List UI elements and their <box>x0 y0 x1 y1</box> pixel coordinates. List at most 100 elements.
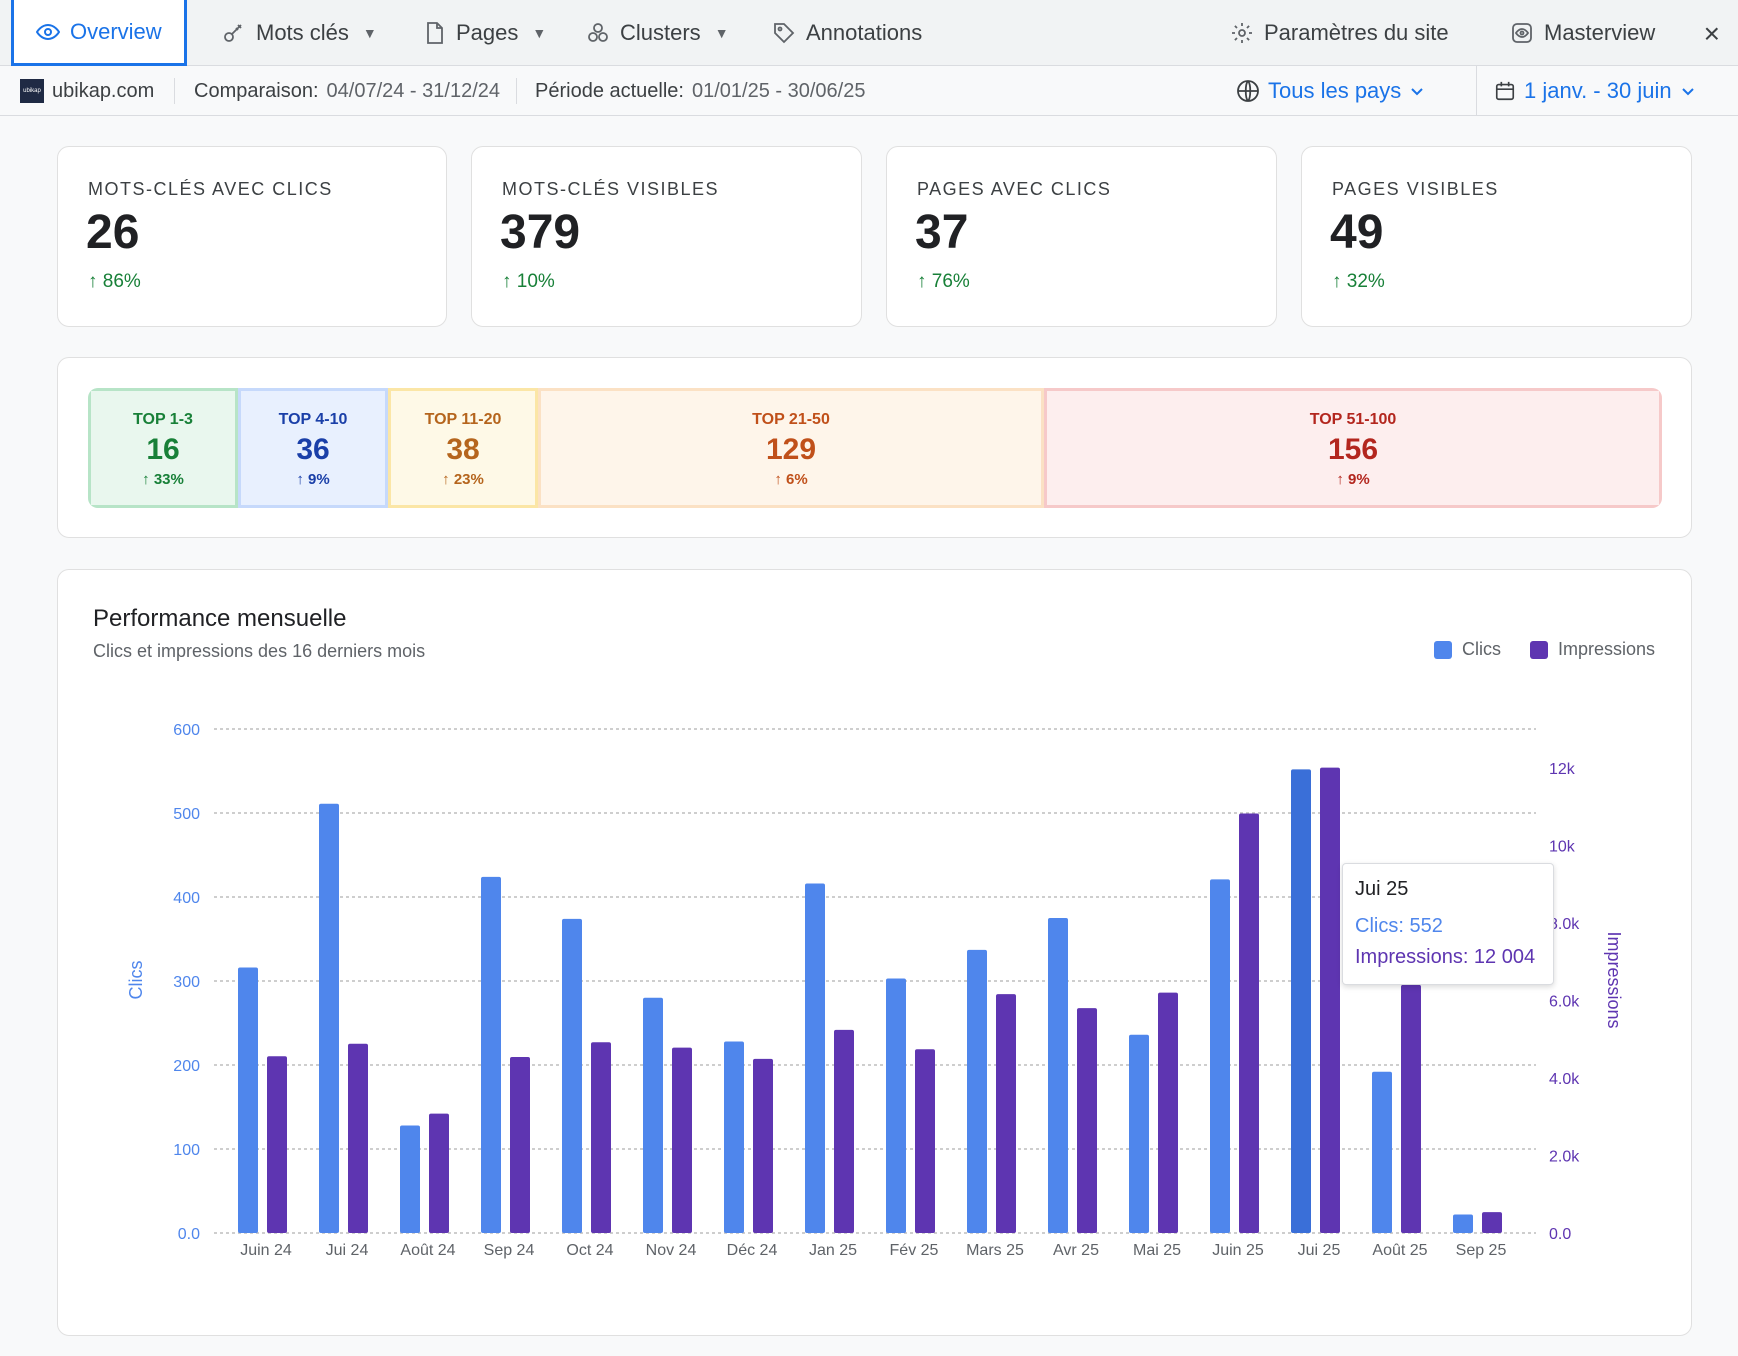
legend-swatch <box>1530 640 1548 659</box>
chart-tooltip: Jui 25 Clics: 552 Impressions: 12 004 <box>1342 863 1554 985</box>
close-icon[interactable]: × <box>1703 18 1720 49</box>
rank-top-1-3[interactable]: TOP 1-3 16 ↑ 33% <box>88 388 238 508</box>
tag-icon <box>774 23 795 44</box>
arrow-up-icon: ↑ <box>1336 471 1344 488</box>
legend-label: Clics <box>1462 639 1501 659</box>
rank-delta: ↑ 9% <box>1047 471 1659 488</box>
comparison-value: 04/07/24 - 31/12/24 <box>326 79 500 102</box>
tab-mots-cles-label: Mots clés <box>256 20 349 45</box>
chart-title: Performance mensuelle <box>93 605 347 632</box>
gear-icon <box>1232 23 1252 43</box>
tab-pages[interactable]: Pages ▼ <box>422 0 546 66</box>
rank-label: TOP 11-20 <box>424 411 502 428</box>
current-value: 01/01/25 - 30/06/25 <box>691 79 866 102</box>
tab-clusters[interactable]: Clusters ▼ <box>586 0 729 66</box>
current-label: Période actuelle: <box>535 79 684 102</box>
rank-value: 156 <box>1327 433 1379 466</box>
date-range-value: 1 janv. - 30 juin <box>1524 78 1672 103</box>
rank-delta: ↑ 9% <box>241 471 385 488</box>
site-name: ubikap.com <box>52 79 155 102</box>
divider <box>174 78 175 104</box>
calendar-icon <box>1495 81 1515 101</box>
rank-delta: ↑ 23% <box>391 471 535 488</box>
current-period: Période actuelle: 01/01/25 - 30/06/25 <box>535 66 865 116</box>
tab-annotations-label: Annotations <box>806 20 923 45</box>
comparison-period: Comparaison: 04/07/24 - 31/12/24 <box>194 66 500 116</box>
divider <box>516 78 517 104</box>
tab-clusters-label: Clusters <box>620 20 701 45</box>
rank-value: 38 <box>446 433 480 466</box>
divider <box>1476 66 1477 116</box>
tab-annotations[interactable]: Annotations <box>772 0 922 66</box>
rank-delta-value: 33% <box>153 471 184 488</box>
comparison-label: Comparaison: <box>194 79 319 102</box>
eye-icon <box>36 23 60 40</box>
stat-card-keywords-clicks: MOTS-CLÉS AVEC CLICS 26 ↑ 86% <box>57 146 447 327</box>
stat-delta: ↑ 10% <box>502 271 555 293</box>
chart-subtitle: Clics et impressions des 16 derniers moi… <box>93 641 426 661</box>
site-logo: ubikap <box>20 79 44 103</box>
legend-impressions[interactable]: Impressions <box>1530 639 1655 660</box>
rank-delta: ↑ 33% <box>91 471 235 488</box>
stat-card-pages-clicks: PAGES AVEC CLICS 37 ↑ 76% <box>886 146 1277 327</box>
tab-overview-label: Overview <box>70 18 162 44</box>
stat-value: 379 <box>500 206 581 259</box>
stat-delta-value: 10% <box>516 271 555 292</box>
stat-value: 26 <box>86 206 140 259</box>
arrow-up-icon: ↑ <box>442 471 450 488</box>
top-navigation: Overview Mots clés ▼ Pages ▼ Clusters ▼ … <box>0 0 1738 66</box>
tooltip-impressions: Impressions: 12 004 <box>1355 946 1536 968</box>
country-dropdown[interactable]: Tous les pays <box>1236 66 1425 116</box>
arrow-up-icon: ↑ <box>142 471 150 488</box>
rank-top-51-100[interactable]: TOP 51-100 156 ↑ 9% <box>1044 388 1662 508</box>
stat-delta-value: 86% <box>102 271 141 292</box>
rank-delta: ↑ 6% <box>541 471 1041 488</box>
site-settings-button[interactable]: Paramètres du site <box>1230 0 1449 66</box>
chevron-down-icon <box>1411 88 1424 96</box>
stat-title: PAGES AVEC CLICS <box>917 179 1112 199</box>
masterview-label: Masterview <box>1544 20 1656 45</box>
stat-delta: ↑ 32% <box>1332 271 1385 293</box>
legend-label: Impressions <box>1558 639 1656 659</box>
arrow-up-icon: ↑ <box>917 271 927 292</box>
stat-card-keywords-visible: MOTS-CLÉS VISIBLES 379 ↑ 10% <box>471 146 862 327</box>
arrow-up-icon: ↑ <box>502 271 512 292</box>
stat-value: 49 <box>1330 206 1384 259</box>
tab-mots-cles[interactable]: Mots clés ▼ <box>222 0 377 66</box>
chevron-down-icon: ▼ <box>714 25 729 41</box>
masterview-button[interactable]: Masterview <box>1510 0 1655 66</box>
arrow-up-icon: ↑ <box>1332 271 1342 292</box>
stat-title: PAGES VISIBLES <box>1332 179 1499 199</box>
rank-value: 129 <box>765 433 817 466</box>
filter-bar: ubikap ubikap.com Comparaison: 04/07/24 … <box>0 66 1738 116</box>
stat-value: 37 <box>915 206 969 259</box>
tab-overview[interactable]: Overview <box>11 0 187 66</box>
legend-clics[interactable]: Clics <box>1434 639 1501 660</box>
legend-swatch <box>1434 640 1452 659</box>
stat-delta-value: 32% <box>1346 271 1385 292</box>
stat-delta-value: 76% <box>931 271 970 292</box>
rank-top-4-10[interactable]: TOP 4-10 36 ↑ 9% <box>238 388 388 508</box>
tab-pages-label: Pages <box>456 20 519 45</box>
clusters-icon <box>588 23 608 42</box>
rank-label: TOP 4-10 <box>278 411 348 428</box>
country-value: Tous les pays <box>1268 78 1402 103</box>
arrow-up-icon: ↑ <box>774 471 782 488</box>
rank-delta-value: 9% <box>307 471 330 488</box>
site-selector[interactable]: ubikap ubikap.com <box>20 66 154 116</box>
rank-value: 36 <box>296 433 330 466</box>
rank-label: TOP 1-3 <box>133 411 193 428</box>
rank-top-21-50[interactable]: TOP 21-50 129 ↑ 6% <box>538 388 1044 508</box>
rank-distribution-bar: TOP 1-3 16 ↑ 33% TOP 4-10 36 ↑ 9% TOP 11… <box>88 388 1662 508</box>
stat-title: MOTS-CLÉS VISIBLES <box>502 179 720 199</box>
chevron-down-icon: ▼ <box>362 25 377 41</box>
key-icon <box>224 24 242 42</box>
arrow-up-icon: ↑ <box>88 271 98 292</box>
globe-icon <box>1237 80 1259 102</box>
rank-label: TOP 21-50 <box>752 411 830 428</box>
stat-delta: ↑ 76% <box>917 271 970 293</box>
date-range-dropdown[interactable]: 1 janv. - 30 juin <box>1494 66 1696 116</box>
stat-title: MOTS-CLÉS AVEC CLICS <box>88 179 333 199</box>
rank-top-11-20[interactable]: TOP 11-20 38 ↑ 23% <box>388 388 538 508</box>
rank-delta-value: 23% <box>453 471 484 488</box>
